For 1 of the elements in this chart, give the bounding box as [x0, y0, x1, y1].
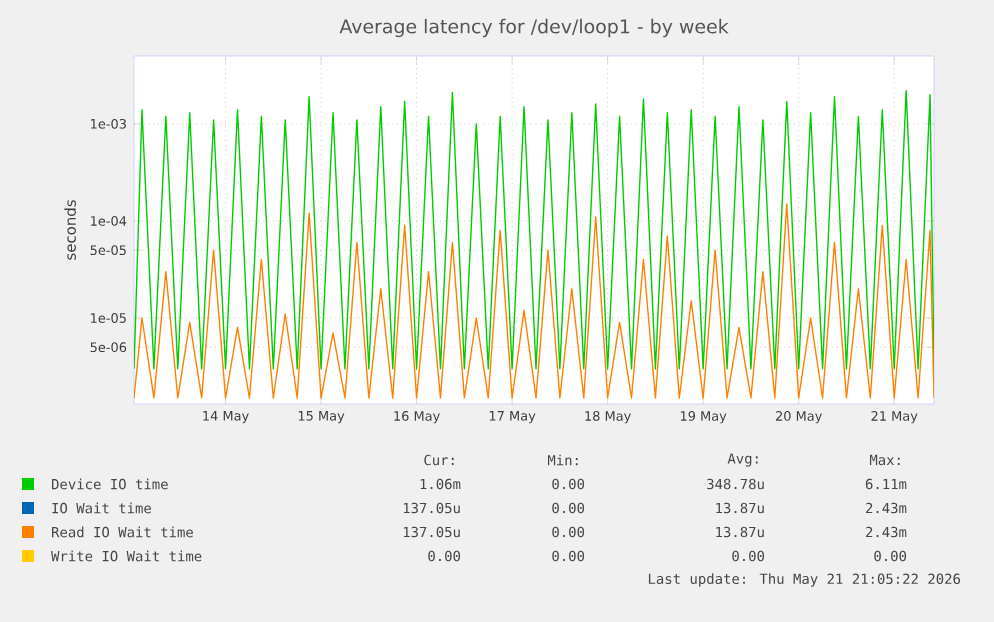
chart-title: Average latency for /dev/loop1 - by week — [339, 18, 729, 38]
